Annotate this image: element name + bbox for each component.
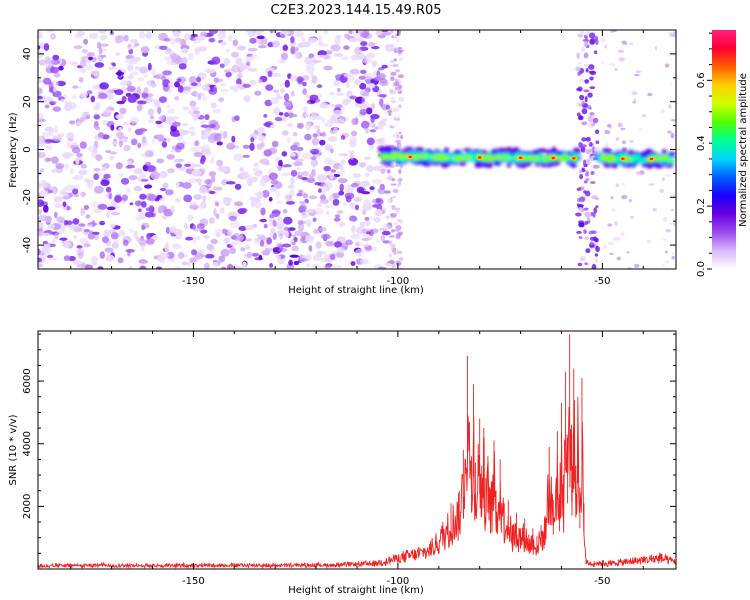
snr-y-tick-label: 6000 [22, 368, 33, 393]
snr-panel: -150 -100 -50 2000 4000 6000 Height of strai… [8, 330, 677, 596]
snr-y-label: SNR (10 * v/v) [8, 414, 19, 485]
snr-x-tick-label: -100 [387, 576, 410, 587]
colorbar-tick-label: 0.6 [696, 72, 707, 88]
snr-x-ticks: -150 -100 -50 [70, 331, 644, 587]
spectrogram-x-tick-label: -150 [182, 276, 205, 287]
snr-line [38, 334, 676, 569]
snr-x-tick-label: -150 [182, 576, 205, 587]
spectrogram-heatmap [38, 30, 676, 269]
snr-y-tick-label: 4000 [22, 431, 33, 456]
spectrogram-x-ticks: -150 -100 -50 [70, 30, 644, 287]
snr-x-tick-label: -50 [594, 576, 610, 587]
spectrogram-x-tick-label: -50 [594, 276, 610, 287]
colorbar: 0.0 0.2 0.4 0.6 Normalized spectral amplitu… [696, 30, 749, 277]
snr-y-tick-label: 2000 [22, 494, 33, 519]
spectrogram-y-label: Frequency (Hz) [8, 112, 19, 188]
spectrogram-y-tick-label: -20 [22, 189, 33, 205]
spectrogram-x-label: Height of straight line (km) [288, 285, 424, 296]
spectrogram-y-tick-label: 20 [22, 95, 33, 108]
colorbar-label: Normalized spectral amplitude [738, 73, 749, 227]
colorbar-gradient [712, 30, 736, 269]
snr-x-label: Height of straight line (km) [288, 585, 424, 596]
spectrogram-y-ticks: -40 -20 0 20 40 [22, 29, 676, 270]
spectrogram-y-tick-label: 0 [22, 146, 33, 152]
spectrogram-x-tick-label: -100 [387, 276, 410, 287]
spectrogram-y-tick-label: -40 [22, 237, 33, 253]
spectrogram-y-tick-label: 40 [22, 48, 33, 61]
colorbar-tick-label: 0.0 [696, 261, 707, 277]
snr-y-ticks: 2000 4000 6000 [22, 333, 676, 554]
colorbar-tick-label: 0.4 [696, 135, 707, 151]
colorbar-ticks: 0.0 0.2 0.4 0.6 [696, 32, 712, 277]
colorbar-tick-label: 0.2 [696, 198, 707, 214]
spectrogram-panel: -150 -100 -50 -40 -20 0 20 40 Height of straig… [8, 29, 677, 296]
chart-title: C2E3.2023.144.15.49.R05 [270, 3, 441, 18]
